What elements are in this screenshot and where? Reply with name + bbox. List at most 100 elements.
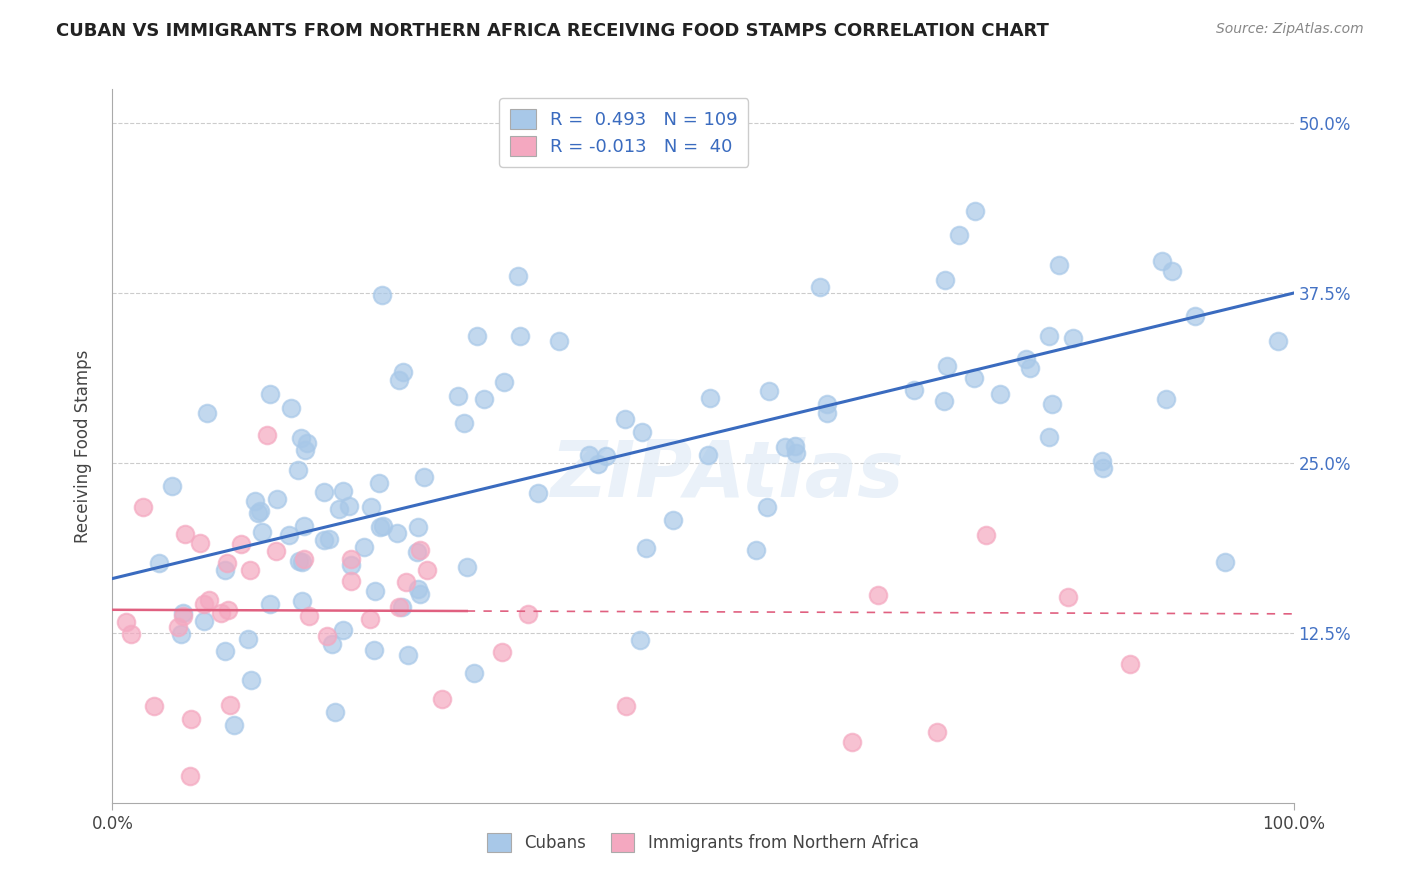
Point [1040, 397, 1063, 411]
Point [1015, 351, 1038, 366]
Point [291, 555, 314, 569]
Point [246, 507, 269, 521]
Point [815, 407, 838, 421]
Point [696, 448, 718, 462]
Point [364, 584, 387, 599]
Point [412, 469, 434, 483]
Point [160, 479, 183, 493]
Point [259, 387, 281, 401]
Point [409, 542, 432, 557]
Point [143, 699, 166, 714]
Point [219, 698, 242, 713]
Point [298, 609, 321, 624]
Point [841, 735, 863, 749]
Point [363, 642, 385, 657]
Point [866, 588, 889, 602]
Point [595, 450, 617, 464]
Point [405, 545, 427, 559]
Point [287, 554, 309, 568]
Point [174, 527, 197, 541]
Point [634, 541, 657, 556]
Point [280, 401, 302, 416]
Point [509, 329, 531, 343]
Point [808, 279, 831, 293]
Point [287, 463, 309, 477]
Text: CUBAN VS IMMIGRANTS FROM NORTHERN AFRICA RECEIVING FOOD STAMPS CORRELATION CHART: CUBAN VS IMMIGRANTS FROM NORTHERN AFRICA… [56, 22, 1049, 40]
Point [353, 540, 375, 554]
Point [318, 532, 340, 546]
Point [312, 533, 335, 548]
Point [277, 528, 299, 542]
Point [1057, 590, 1080, 604]
Point [360, 500, 382, 514]
Point [785, 446, 807, 460]
Point [472, 392, 495, 407]
Point [614, 699, 637, 714]
Point [314, 484, 336, 499]
Point [1150, 254, 1173, 268]
Point [465, 329, 488, 343]
Point [527, 486, 550, 500]
Point [264, 544, 287, 558]
Point [229, 537, 252, 551]
Point [195, 406, 218, 420]
Point [256, 428, 278, 442]
Point [1213, 556, 1236, 570]
Point [385, 525, 408, 540]
Point [239, 563, 262, 577]
Point [115, 615, 138, 630]
Point [934, 273, 956, 287]
Point [430, 691, 453, 706]
Point [628, 633, 651, 648]
Point [935, 359, 957, 373]
Point [948, 228, 970, 243]
Y-axis label: Receiving Food Stamps: Receiving Food Stamps [73, 350, 91, 542]
Point [408, 520, 430, 534]
Point [198, 592, 221, 607]
Point [290, 431, 312, 445]
Point [395, 575, 418, 590]
Point [517, 607, 540, 621]
Point [214, 644, 236, 658]
Point [578, 448, 600, 462]
Point [266, 491, 288, 506]
Point [494, 376, 516, 390]
Point [965, 203, 987, 218]
Point [332, 623, 354, 637]
Point [1018, 361, 1040, 376]
Point [456, 560, 478, 574]
Point [406, 582, 429, 597]
Point [339, 552, 361, 566]
Point [661, 513, 683, 527]
Point [332, 483, 354, 498]
Point [209, 607, 232, 621]
Point [1154, 392, 1177, 406]
Point [396, 648, 419, 662]
Point [328, 501, 350, 516]
Point [974, 527, 997, 541]
Point [193, 615, 215, 629]
Point [368, 476, 391, 491]
Point [758, 384, 780, 398]
Point [1038, 429, 1060, 443]
Point [243, 494, 266, 508]
Point [359, 612, 381, 626]
Point [250, 525, 273, 540]
Point [193, 597, 215, 611]
Point [745, 543, 768, 558]
Point [179, 769, 201, 783]
Point [337, 499, 360, 513]
Point [368, 520, 391, 534]
Point [1091, 453, 1114, 467]
Point [321, 637, 343, 651]
Point [371, 288, 394, 302]
Point [1038, 329, 1060, 343]
Point [630, 425, 652, 440]
Point [988, 386, 1011, 401]
Point [172, 606, 194, 620]
Point [295, 436, 318, 450]
Point [259, 597, 281, 611]
Point [1047, 258, 1070, 272]
Point [491, 645, 513, 659]
Point [294, 442, 316, 457]
